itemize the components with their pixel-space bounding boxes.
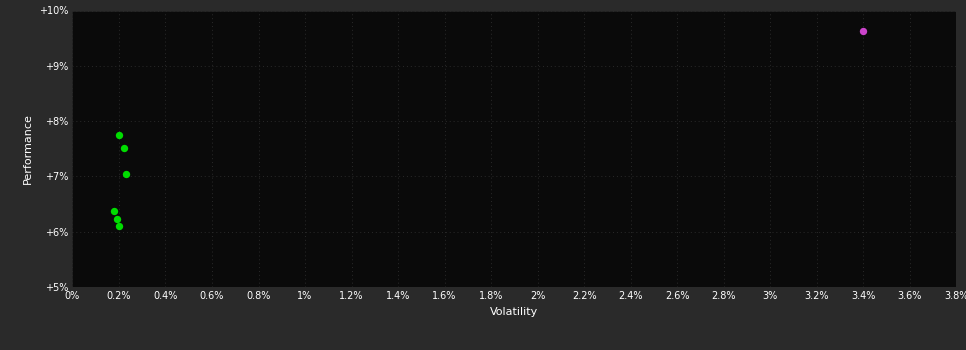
Point <box>106 209 122 214</box>
Point <box>856 28 871 34</box>
Point <box>111 132 127 138</box>
Point <box>109 216 125 222</box>
Point <box>116 145 131 150</box>
X-axis label: Volatility: Volatility <box>491 307 538 317</box>
Point <box>118 171 133 176</box>
Y-axis label: Performance: Performance <box>23 113 34 184</box>
Point <box>111 223 127 229</box>
